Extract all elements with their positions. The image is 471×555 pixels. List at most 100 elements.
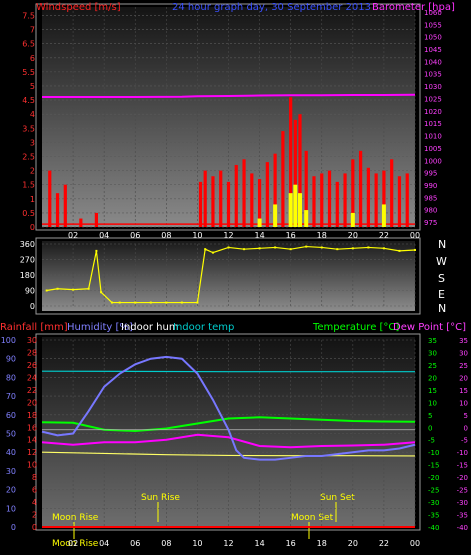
wind-x-tick-label: 18: [317, 231, 327, 240]
wind-bar: [79, 218, 83, 227]
direction-point: [414, 249, 416, 252]
temperature-y-tick-label: -10: [428, 449, 439, 457]
wind-bar: [234, 164, 238, 227]
wind-x-tick-label: 00: [410, 231, 420, 240]
moon-rise-label-bottom: Moon Rise: [52, 539, 99, 549]
direction-point: [118, 301, 121, 304]
temperature-y-tick-label: 35: [428, 337, 437, 345]
wind-bar: [55, 193, 60, 227]
rain-y-tick-label: 6: [32, 486, 37, 495]
direction-point: [351, 247, 354, 250]
wind-y-tick-label: 1: [30, 195, 35, 204]
wind-x-tick-label: 12: [223, 231, 233, 240]
outdoor-extra-line: [41, 451, 416, 457]
barometer-y-tick-label: 1010: [424, 133, 442, 141]
barometer-y-tick-label: 1000: [424, 157, 442, 165]
humidity-y-tick-label: 80: [6, 373, 16, 382]
direction-point: [45, 289, 48, 292]
direction-chart: 0 90 180 270 360: [20, 240, 416, 311]
direction-letter-e: E: [438, 288, 445, 301]
rain-y-tick-label: 10: [27, 461, 37, 470]
temperature-y-tick-label: -35: [428, 512, 439, 520]
barometer-y-tick-label: 1050: [424, 34, 442, 42]
barometer-y-tick-label: 1020: [424, 108, 442, 116]
climate-x-tick-label: 10: [192, 539, 202, 548]
climate-x-tick-label: 04: [99, 539, 109, 548]
barometer-y-tick-label: 1035: [424, 71, 442, 79]
barometer-y-tick-label: 1005: [424, 145, 442, 153]
direction-point: [72, 288, 75, 291]
wind-x-tick-label: 22: [379, 231, 389, 240]
wind-bar: [273, 153, 277, 227]
rain-y-tick-label: 4: [32, 498, 37, 507]
wind-bar: [257, 179, 262, 227]
wind-bar: [366, 167, 370, 227]
rain-y-tick-label: 26: [27, 361, 37, 370]
direction-point: [134, 301, 137, 304]
direction-y-tick-label: 360: [20, 240, 35, 249]
climate-x-tick-label: 22: [379, 539, 389, 548]
wind-y-tick-label: 6.5: [22, 40, 35, 49]
barometer-y-tick-label: 990: [424, 182, 437, 190]
direction-y-tick-label: 180: [20, 271, 35, 280]
rain-y-tick-label: 24: [27, 373, 37, 382]
dewpoint-y-tick-label: -35: [457, 512, 468, 520]
wind-y-tick-label: 2: [30, 167, 35, 176]
direction-point: [305, 245, 308, 248]
barometer-axis-title: Barometer [hpa]: [372, 2, 455, 13]
rain-y-tick-label: 22: [27, 386, 37, 395]
direction-point: [289, 248, 292, 251]
dewpoint-y-tick-label: 25: [459, 362, 468, 370]
dewpoint-y-tick-label: -20: [457, 474, 468, 482]
temperature-y-tick-label: 15: [428, 387, 437, 395]
humidity-y-tick-label: 70: [6, 392, 16, 401]
temperature-y-tick-label: -40: [428, 524, 439, 532]
rain-y-tick-label: 30: [27, 336, 37, 345]
direction-point: [320, 246, 323, 249]
wind-bar: [405, 173, 409, 227]
rain-y-tick-label: 16: [27, 423, 37, 432]
direction-point: [204, 248, 207, 251]
wind-bar: [304, 150, 308, 227]
barometer-y-tick-label: 975: [424, 219, 437, 227]
wind-bar: [219, 170, 223, 227]
direction-point: [336, 248, 339, 251]
barometer-y-tick-label: 1015: [424, 120, 442, 128]
dewpoint-y-tick-label: 15: [459, 387, 468, 395]
wind-y-tick-label: 0: [30, 223, 35, 232]
wind-x-tick-label: 16: [286, 231, 296, 240]
wind-x-tick-label: 20: [348, 231, 358, 240]
wind-chart: 0 0.5 1 1.5 2 2.5 3 3.5 4 4.5 5 5.5 6 6.5 7 7.5 975 980 98…: [22, 7, 442, 240]
direction-letter-n-top: N: [438, 238, 446, 251]
humidity-y-tick-label: 50: [6, 430, 16, 439]
wind-axis-title: Windspeed [m/s]: [36, 2, 121, 13]
gust-bar: [288, 193, 293, 227]
direction-point: [95, 249, 98, 252]
wind-bar: [359, 150, 363, 227]
dewpoint-y-tick-label: -15: [457, 462, 468, 470]
wind-y-tick-label: 6: [30, 54, 35, 63]
wind-bar: [48, 170, 52, 227]
wind-y-tick-label: 5.5: [22, 68, 35, 77]
barometer-line: [42, 93, 416, 98]
direction-point: [382, 247, 385, 250]
wind-x-tick-label: 04: [99, 231, 109, 240]
climate-panel-frame: [35, 333, 421, 531]
wind-x-tick-label: 06: [130, 231, 140, 240]
wind-bar: [63, 184, 67, 227]
graph-title: 24 hour graph day, 30 September 2013: [172, 2, 371, 13]
direction-point: [243, 248, 246, 251]
barometer-y-tick-label: 985: [424, 194, 437, 202]
climate-x-tick-label: 14: [254, 539, 264, 548]
climate-x-tick-label: 18: [317, 539, 327, 548]
wind-y-tick-label: 0.5: [22, 209, 35, 218]
direction-point: [398, 249, 401, 252]
direction-point: [56, 287, 59, 290]
wind-bar: [390, 159, 394, 227]
wind-y-tick-label: 7.5: [22, 11, 35, 20]
humidity-line: [41, 355, 416, 461]
wind-bar: [351, 159, 355, 227]
wind-y-tick-label: 3.5: [22, 124, 35, 133]
wind-bar: [211, 176, 215, 227]
barometer-y-tick-label: 1055: [424, 21, 442, 29]
